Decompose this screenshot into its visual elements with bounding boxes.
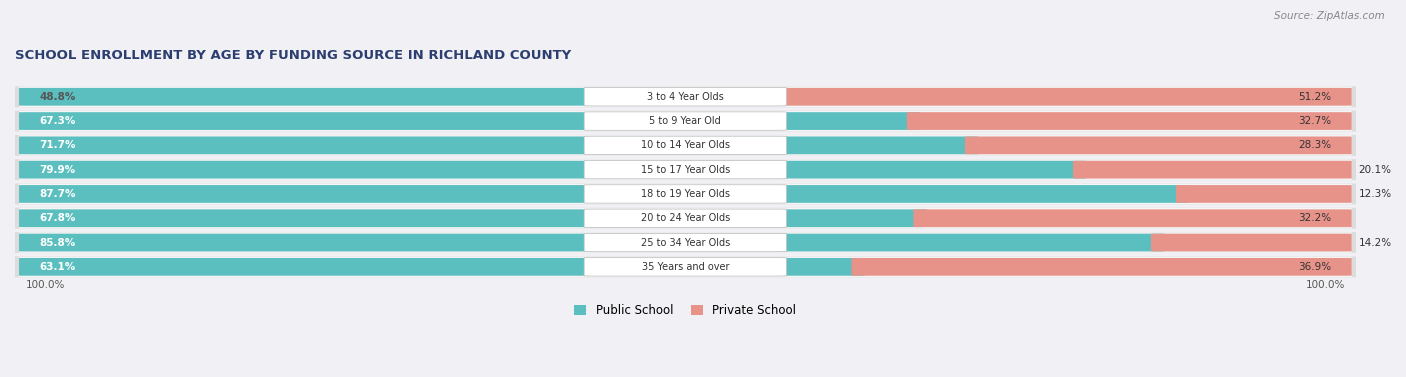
FancyBboxPatch shape xyxy=(20,257,1351,277)
FancyBboxPatch shape xyxy=(583,233,786,252)
FancyBboxPatch shape xyxy=(8,110,1362,132)
FancyBboxPatch shape xyxy=(20,111,1351,131)
Text: 51.2%: 51.2% xyxy=(1298,92,1331,102)
FancyBboxPatch shape xyxy=(20,185,1189,203)
Text: 32.2%: 32.2% xyxy=(1298,213,1331,223)
FancyBboxPatch shape xyxy=(914,209,1351,227)
Text: 20 to 24 Year Olds: 20 to 24 Year Olds xyxy=(641,213,730,223)
Text: SCHOOL ENROLLMENT BY AGE BY FUNDING SOURCE IN RICHLAND COUNTY: SCHOOL ENROLLMENT BY AGE BY FUNDING SOUR… xyxy=(15,49,571,62)
Text: 100.0%: 100.0% xyxy=(1306,280,1346,290)
Text: 48.8%: 48.8% xyxy=(39,92,76,102)
FancyBboxPatch shape xyxy=(20,232,1351,253)
FancyBboxPatch shape xyxy=(662,88,1351,106)
Text: 15 to 17 Year Olds: 15 to 17 Year Olds xyxy=(641,165,730,175)
FancyBboxPatch shape xyxy=(852,258,1351,276)
FancyBboxPatch shape xyxy=(8,256,1362,277)
Text: 36.9%: 36.9% xyxy=(1298,262,1331,272)
Text: 100.0%: 100.0% xyxy=(25,280,65,290)
Text: 12.3%: 12.3% xyxy=(1358,189,1392,199)
Text: 5 to 9 Year Old: 5 to 9 Year Old xyxy=(650,116,721,126)
FancyBboxPatch shape xyxy=(20,159,1351,180)
Text: Source: ZipAtlas.com: Source: ZipAtlas.com xyxy=(1274,11,1385,21)
FancyBboxPatch shape xyxy=(583,209,786,227)
FancyBboxPatch shape xyxy=(20,88,676,106)
Text: 79.9%: 79.9% xyxy=(39,165,76,175)
FancyBboxPatch shape xyxy=(1175,185,1351,203)
FancyBboxPatch shape xyxy=(20,112,921,130)
FancyBboxPatch shape xyxy=(20,135,1351,156)
FancyBboxPatch shape xyxy=(20,234,1164,251)
FancyBboxPatch shape xyxy=(583,136,786,155)
FancyBboxPatch shape xyxy=(20,184,1351,204)
FancyBboxPatch shape xyxy=(1073,161,1351,179)
Text: 14.2%: 14.2% xyxy=(1358,238,1392,248)
Text: 32.7%: 32.7% xyxy=(1298,116,1331,126)
Text: 10 to 14 Year Olds: 10 to 14 Year Olds xyxy=(641,140,730,150)
FancyBboxPatch shape xyxy=(8,135,1362,156)
Text: 63.1%: 63.1% xyxy=(39,262,76,272)
FancyBboxPatch shape xyxy=(907,112,1351,130)
FancyBboxPatch shape xyxy=(583,87,786,106)
FancyBboxPatch shape xyxy=(8,184,1362,204)
FancyBboxPatch shape xyxy=(20,208,1351,228)
FancyBboxPatch shape xyxy=(20,258,865,276)
FancyBboxPatch shape xyxy=(1152,234,1351,251)
Text: 67.8%: 67.8% xyxy=(39,213,76,223)
FancyBboxPatch shape xyxy=(8,232,1362,253)
FancyBboxPatch shape xyxy=(583,185,786,203)
Text: 71.7%: 71.7% xyxy=(39,140,76,150)
FancyBboxPatch shape xyxy=(583,112,786,130)
Text: 67.3%: 67.3% xyxy=(39,116,76,126)
FancyBboxPatch shape xyxy=(8,86,1362,107)
FancyBboxPatch shape xyxy=(20,161,1087,179)
FancyBboxPatch shape xyxy=(8,208,1362,229)
FancyBboxPatch shape xyxy=(583,161,786,179)
FancyBboxPatch shape xyxy=(20,86,1351,107)
Text: 85.8%: 85.8% xyxy=(39,238,76,248)
Text: 18 to 19 Year Olds: 18 to 19 Year Olds xyxy=(641,189,730,199)
Text: 3 to 4 Year Olds: 3 to 4 Year Olds xyxy=(647,92,724,102)
Text: 25 to 34 Year Olds: 25 to 34 Year Olds xyxy=(641,238,730,248)
Text: 35 Years and over: 35 Years and over xyxy=(641,262,730,272)
FancyBboxPatch shape xyxy=(8,159,1362,180)
FancyBboxPatch shape xyxy=(20,136,979,154)
FancyBboxPatch shape xyxy=(965,136,1351,154)
FancyBboxPatch shape xyxy=(20,209,927,227)
Text: 87.7%: 87.7% xyxy=(39,189,76,199)
FancyBboxPatch shape xyxy=(583,257,786,276)
Text: 20.1%: 20.1% xyxy=(1358,165,1392,175)
Legend: Public School, Private School: Public School, Private School xyxy=(569,300,801,322)
Text: 28.3%: 28.3% xyxy=(1298,140,1331,150)
